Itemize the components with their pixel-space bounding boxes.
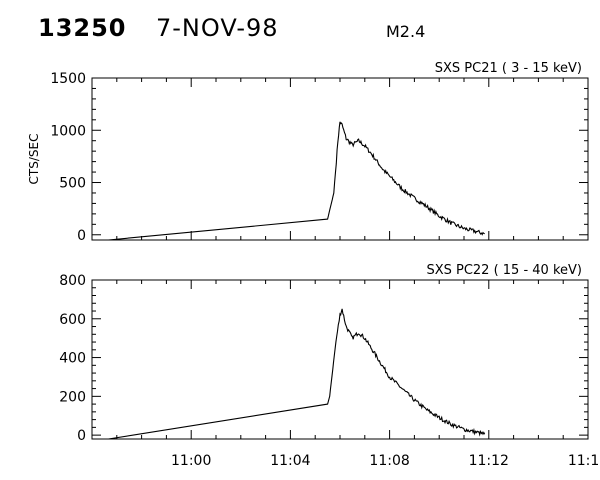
y-axis-label: CTS/SEC	[27, 134, 41, 185]
y-tick-label: 1000	[50, 123, 86, 139]
y-tick-label: 0	[77, 428, 86, 444]
y-tick-label: 400	[59, 351, 86, 367]
y-tick-label: 500	[59, 176, 86, 192]
x-tick-label: 11:16	[568, 453, 600, 469]
event-id: 13250	[38, 14, 127, 42]
x-tick-label: 11:00	[171, 453, 211, 469]
plot-frame-1	[91, 77, 589, 241]
y-tick-label: 1500	[50, 71, 86, 87]
y-tick-label: 200	[59, 389, 86, 405]
series-line-2	[108, 308, 486, 440]
y-tick-label: 600	[59, 312, 86, 328]
plot-frame-2	[91, 279, 589, 440]
event-date: 7-NOV-98	[156, 14, 279, 42]
flare-class: M2.4	[386, 22, 426, 41]
y-tick-label: 0	[77, 228, 86, 244]
series-line-1	[108, 121, 485, 241]
plot-title-1: SXS PC21 ( 3 - 15 keV)	[435, 61, 582, 76]
x-tick-label: 11:04	[270, 453, 310, 469]
x-tick-label: 11:08	[369, 453, 409, 469]
plot-title-2: SXS PC22 ( 15 - 40 keV)	[426, 263, 582, 278]
y-tick-label: 800	[59, 273, 86, 289]
x-tick-label: 11:12	[469, 453, 509, 469]
